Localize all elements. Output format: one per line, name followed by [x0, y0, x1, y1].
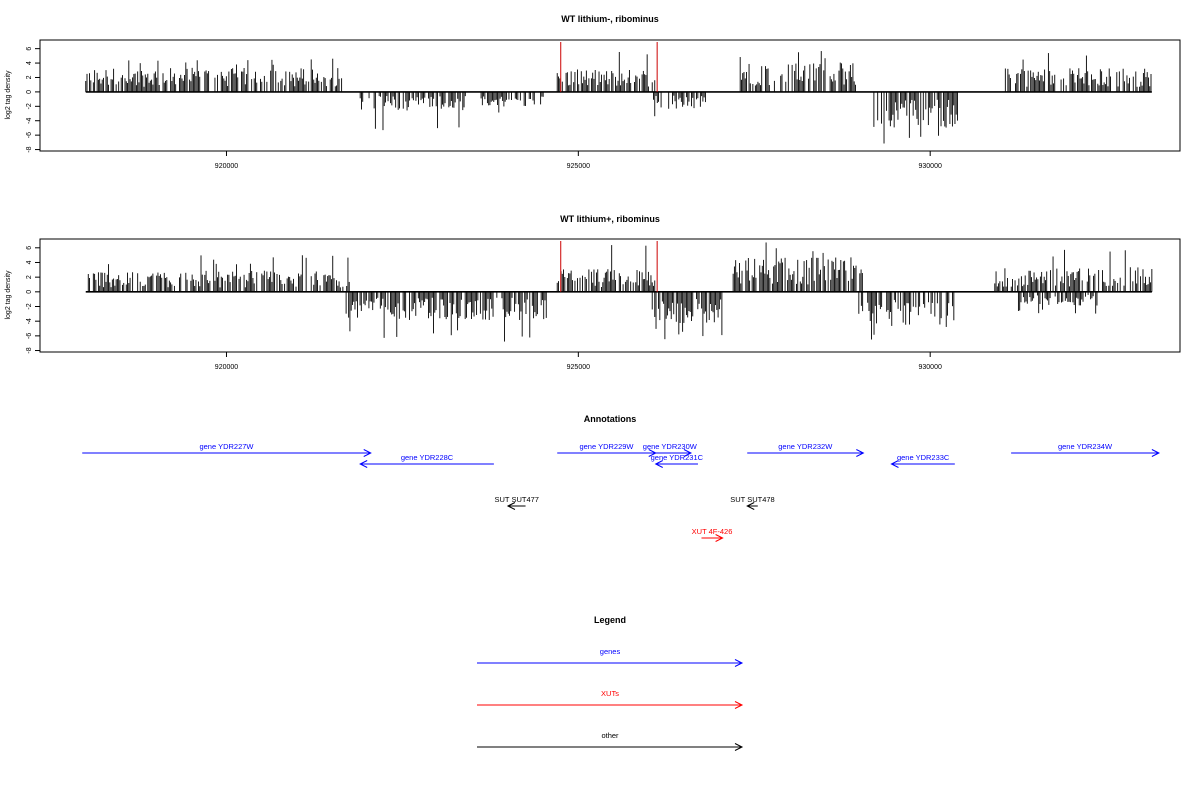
y-axis-label: log2 tag density — [5, 70, 12, 120]
annotation-feature: SUT SUT477 — [495, 495, 539, 510]
annotation-feature: gene YDR233C — [890, 453, 955, 468]
y-tick-label: 6 — [26, 47, 33, 51]
panel-lithium-minus: WT lithium-, ribominus log2 tag density … — [5, 14, 1181, 170]
legend-title: Legend — [594, 615, 626, 625]
annotation-feature: gene YDR228C — [359, 453, 494, 468]
legend-items: genes XUTs other — [477, 647, 744, 751]
annotation-feature: gene YDR234W — [1011, 442, 1161, 457]
x-tick-label: 925000 — [567, 163, 590, 170]
annotation-feature: SUT SUT478 — [730, 495, 775, 510]
annotation-items: gene YDR227W gene YDR228C gene YDR229W gene… — [82, 442, 1161, 542]
annotation-feature: gene YDR227W — [82, 442, 372, 457]
feature-label: gene YDR233C — [897, 453, 950, 462]
feature-label: SUT SUT478 — [730, 495, 774, 504]
panel-title: WT lithium+, ribominus — [560, 214, 660, 224]
arrow-head — [715, 534, 724, 542]
feature-label: gene YDR234W — [1058, 442, 1113, 451]
arrow-head — [890, 460, 899, 468]
feature-label: gene YDR232W — [778, 442, 833, 451]
y-tick-label: 0 — [26, 90, 33, 94]
red-markers — [560, 241, 658, 292]
annotation-feature: gene YDR230W — [643, 442, 698, 457]
legend-label: other — [601, 731, 619, 740]
y-tick-label: -8 — [26, 146, 33, 152]
annotation-feature: gene YDR231C — [651, 453, 704, 468]
feature-label: XUT 4F-426 — [692, 527, 733, 536]
arrow-head — [734, 743, 744, 751]
x-tick-label: 920000 — [215, 163, 238, 170]
arrow-head — [734, 659, 744, 667]
legend: Legend genes XUTs other — [477, 615, 744, 751]
y-tick-label: 6 — [26, 246, 33, 250]
red-markers — [560, 42, 658, 92]
feature-label: SUT SUT477 — [495, 495, 539, 504]
legend-label: XUTs — [601, 689, 619, 698]
feature-label: gene YDR228C — [401, 453, 454, 462]
legend-item: XUTs — [477, 689, 744, 709]
arrow-head — [1151, 449, 1161, 457]
panel-title: WT lithium-, ribominus — [561, 14, 659, 24]
x-tick-label: 925000 — [567, 364, 590, 371]
y-tick-label: -2 — [26, 303, 33, 309]
annotation-feature: gene YDR229W — [557, 442, 657, 457]
feature-label: gene YDR227W — [199, 442, 254, 451]
plot-frame — [39, 39, 1181, 152]
arrow-head — [654, 460, 663, 468]
plot-frame — [39, 238, 1181, 353]
panel-lithium-plus: WT lithium+, ribominus log2 tag density … — [5, 214, 1181, 371]
arrow-head — [683, 449, 693, 457]
feature-label: gene YDR229W — [579, 442, 634, 451]
arrow-head — [746, 502, 755, 510]
annotations-title: Annotations — [584, 414, 637, 424]
arrow-head — [856, 449, 865, 457]
y-axis: -8 -6 -4 -2 0 2 4 6 — [26, 246, 40, 354]
y-tick-label: 2 — [26, 275, 33, 279]
y-tick-label: -4 — [26, 318, 33, 324]
y-tick-label: 2 — [26, 75, 33, 79]
y-axis-label: log2 tag density — [5, 270, 12, 320]
y-tick-label: -8 — [26, 347, 33, 353]
y-tick-label: -4 — [26, 118, 33, 124]
y-tick-label: -2 — [26, 103, 33, 109]
y-tick-label: -6 — [26, 132, 33, 138]
density-bars — [85, 51, 1152, 144]
x-axis: 920000 925000 930000 — [215, 352, 942, 371]
arrow-head — [734, 701, 744, 709]
arrow-head — [363, 449, 372, 457]
y-tick-label: 0 — [26, 290, 33, 294]
arrow-head — [506, 502, 516, 510]
feature-label: gene YDR231C — [651, 453, 704, 462]
x-axis: 920000 925000 930000 — [215, 151, 942, 170]
y-tick-label: -6 — [26, 333, 33, 339]
density-bars — [85, 242, 1153, 342]
y-tick-label: 4 — [26, 260, 33, 264]
legend-label: genes — [600, 647, 621, 656]
x-tick-label: 930000 — [919, 364, 942, 371]
y-tick-label: 4 — [26, 61, 33, 65]
y-axis: -8 -6 -4 -2 0 2 4 6 — [26, 47, 40, 153]
x-tick-label: 920000 — [215, 364, 238, 371]
annotation-feature: gene YDR232W — [747, 442, 865, 457]
arrow-head — [359, 460, 368, 468]
x-tick-label: 930000 — [919, 163, 942, 170]
feature-label: gene YDR230W — [643, 442, 698, 451]
legend-item: genes — [477, 647, 744, 667]
annotation-feature: XUT 4F-426 — [692, 527, 733, 542]
legend-item: other — [477, 731, 744, 751]
